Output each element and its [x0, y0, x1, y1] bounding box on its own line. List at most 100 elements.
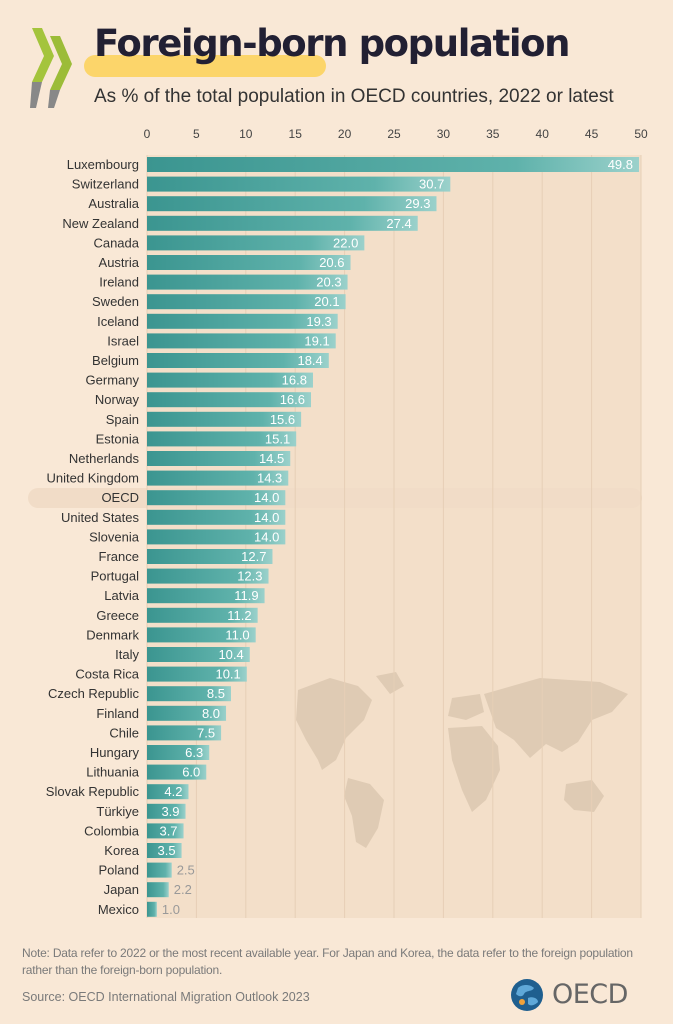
category-label: Israel [107, 333, 139, 348]
value-label: 49.8 [608, 157, 633, 172]
category-label: Mexico [98, 902, 139, 917]
chevron-grey-right [48, 90, 60, 108]
bar [147, 490, 286, 506]
category-label: Luxembourg [67, 157, 139, 172]
category-label: Germany [86, 373, 140, 388]
tick-label: 20 [338, 127, 352, 141]
category-label: New Zealand [62, 216, 139, 231]
value-label: 19.3 [306, 314, 331, 329]
bar [147, 294, 346, 310]
category-label: Sweden [92, 294, 139, 309]
title-highlight [84, 55, 326, 77]
value-label: 11.9 [234, 588, 258, 603]
bar [147, 411, 302, 427]
oecd-logo-text: OECD [552, 979, 628, 1010]
value-label: 20.3 [316, 275, 341, 290]
bar [147, 764, 207, 780]
bar [147, 647, 250, 662]
bar [147, 745, 210, 760]
value-label: 4.2 [164, 784, 182, 799]
bar [147, 549, 273, 564]
category-label: Denmark [86, 627, 139, 642]
value-label: 12.7 [241, 549, 266, 564]
bar [147, 372, 313, 388]
category-label: Iceland [97, 314, 139, 329]
x-axis-ticks: 0 5 10 15 20 25 30 35 40 45 50 [144, 127, 648, 141]
bar [147, 470, 289, 486]
value-label: 8.5 [207, 686, 225, 701]
bar [147, 196, 437, 212]
category-label: Czech Republic [48, 686, 140, 701]
category-label: Norway [95, 392, 140, 407]
category-label: Chile [109, 725, 139, 740]
chevron-grey-left [30, 82, 42, 108]
category-label: Italy [115, 647, 139, 662]
category-label: Spain [106, 412, 139, 427]
map-africa [448, 726, 500, 812]
category-label: United Kingdom [47, 471, 140, 486]
bar [147, 313, 338, 329]
value-label: 18.4 [297, 353, 322, 368]
bar [147, 882, 169, 898]
value-label: 3.5 [158, 843, 176, 858]
category-label: OECD [101, 490, 139, 505]
category-label: Portugal [91, 569, 140, 584]
bar [147, 607, 258, 623]
value-label: 15.6 [270, 412, 295, 427]
value-label: 22.0 [333, 235, 358, 250]
map-europe [448, 694, 484, 720]
chevron-green-bottom [50, 36, 72, 90]
oecd-chevron-logo [30, 28, 72, 108]
category-label: Greece [96, 608, 139, 623]
value-label: 2.5 [177, 863, 195, 878]
chart-title: Foreign-born population [94, 22, 570, 65]
value-label: 14.0 [254, 490, 279, 505]
bar [147, 353, 329, 368]
value-label: 8.0 [202, 706, 220, 721]
chart-subtitle: As % of the total population in OECD cou… [94, 86, 614, 107]
map-australia [564, 780, 604, 812]
bar-chart: 0 5 10 15 20 25 30 35 40 45 50 Luxembourg Switzerla… [28, 127, 648, 918]
value-label: 6.0 [182, 765, 200, 780]
bar [147, 686, 231, 702]
category-label: France [99, 549, 139, 564]
category-label: Estonia [96, 431, 140, 446]
tick-label: 45 [585, 127, 599, 141]
bar [147, 705, 227, 721]
value-label: 11.2 [227, 608, 251, 623]
value-label: 3.9 [161, 804, 179, 819]
category-label: Lithuania [86, 765, 140, 780]
source-line: Source: OECD International Migration Out… [22, 990, 310, 1004]
category-label: Slovenia [89, 529, 140, 544]
map-greenland [376, 672, 404, 694]
bar [147, 392, 312, 408]
category-label: Colombia [84, 823, 140, 838]
bar [147, 588, 265, 604]
value-label: 12.3 [237, 569, 262, 584]
category-label: Latvia [104, 588, 139, 603]
bar [147, 784, 189, 800]
value-label: 20.1 [314, 294, 339, 309]
bar [147, 803, 186, 819]
value-label: 20.6 [319, 255, 344, 270]
tick-label: 15 [289, 127, 303, 141]
bar [147, 274, 348, 290]
category-label: Japan [104, 882, 139, 897]
bar [147, 215, 418, 231]
oecd-logo: OECD [510, 978, 660, 1012]
value-label: 2.2 [174, 882, 192, 897]
category-label: Austria [99, 255, 140, 270]
bar [147, 862, 172, 878]
bar [147, 509, 286, 525]
category-label: Netherlands [69, 451, 140, 466]
bar [147, 255, 351, 270]
bar [147, 235, 365, 251]
value-label: 19.1 [304, 333, 329, 348]
bar [147, 666, 247, 682]
value-label: 16.8 [282, 373, 307, 388]
value-label: 16.6 [280, 392, 305, 407]
value-label: 14.0 [254, 529, 279, 544]
category-label: United States [61, 510, 140, 525]
map-north-america [296, 678, 372, 770]
bar [147, 901, 157, 917]
